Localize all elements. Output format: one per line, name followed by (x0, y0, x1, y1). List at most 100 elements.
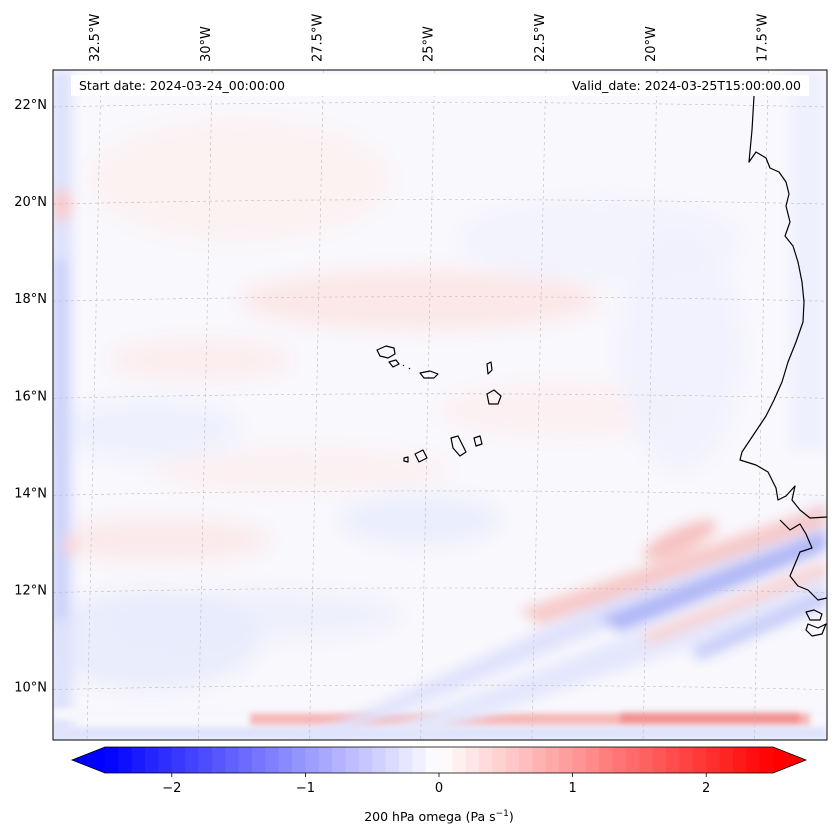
colorbar-swatch (706, 747, 720, 773)
meridian-line (420, 70, 435, 740)
colorbar-swatch (465, 747, 480, 773)
colorbar-tick-label: −1 (296, 781, 315, 796)
colorbar-swatch (332, 747, 346, 773)
parallel-line (53, 296, 827, 302)
latitude-label: 16°N (14, 389, 47, 404)
colorbar-swatch (639, 747, 654, 773)
colorbar-label-exponent: −1 (496, 809, 509, 819)
colorbar-swatch (492, 747, 507, 773)
colorbar-swatch (372, 747, 386, 773)
colorbar-tick-label: 2 (702, 781, 710, 796)
colorbar-swatch (225, 747, 239, 773)
meridian-line (86, 70, 102, 740)
omega-field (53, 70, 827, 740)
colorbar-swatch (171, 747, 186, 773)
coastline-cape-verde-fogo (414, 449, 428, 463)
colorbar-swatch (545, 747, 560, 773)
colorbar-swatch (439, 747, 453, 773)
colorbar: −2 −1 0 1 2 200 hPa omega (Pa s−1) (70, 746, 808, 824)
meridian-line (531, 70, 547, 740)
colorbar-swatch (585, 747, 600, 773)
coastline-cape-verde-north (376, 345, 396, 359)
colorbar-swatches (105, 747, 774, 773)
map-frame (52, 69, 828, 741)
colorbar-swatch (612, 747, 627, 773)
coastline-cape-verde-maio (473, 435, 483, 447)
coastline-west-africa (739, 95, 828, 519)
colorbar-swatch (505, 747, 520, 773)
colorbar-extend-max (773, 747, 806, 773)
parallel-line (53, 490, 827, 496)
longitude-label: 20°W (644, 26, 659, 62)
colorbar-swatch (211, 747, 226, 773)
colorbar-swatch (238, 747, 253, 773)
meridian-line (197, 70, 213, 740)
longitude-label: 17.5°W (755, 14, 770, 62)
colorbar-tick-label: −2 (162, 781, 181, 796)
parallel-line (53, 199, 827, 205)
colorbar-swatch (385, 747, 400, 773)
parallel-line (53, 684, 827, 690)
colorbar-swatch (626, 747, 640, 773)
colorbar-swatch (185, 747, 199, 773)
colorbar-outline (70, 746, 808, 774)
omega-bottom-boundary (53, 708, 827, 740)
map-panel: Start date: 2024-03-24_00:00:00 Valid_da… (14, 14, 828, 741)
colorbar-swatch (599, 747, 614, 773)
coastline-bijagos (805, 609, 823, 621)
colorbar-swatch (692, 747, 707, 773)
colorbar-ticks: −2 −1 0 1 2 (162, 773, 710, 796)
latitude-label: 14°N (14, 486, 47, 501)
colorbar-swatch (345, 747, 360, 773)
longitude-labels: 32.5°W 30°W 27.5°W 25°W 22.5°W 20°W 17.5°W (88, 14, 770, 62)
latitude-label: 18°N (14, 292, 47, 307)
colorbar-swatch (305, 747, 320, 773)
colorbar-swatch (519, 747, 533, 773)
meridian-line (642, 70, 658, 740)
omega-left-boundary (53, 70, 77, 740)
longitude-label: 32.5°W (88, 14, 103, 62)
colorbar-swatch (292, 747, 306, 773)
colorbar-label-close: ) (509, 809, 514, 824)
colorbar-swatch (746, 747, 761, 773)
longitude-label: 22.5°W (533, 14, 548, 62)
parallel-line (53, 102, 827, 108)
omega-background-anomalies (53, 120, 740, 690)
colorbar-swatch (198, 747, 213, 773)
colorbar-swatch (251, 747, 266, 773)
colorbar-swatch (732, 747, 747, 773)
meridian-line (753, 70, 769, 740)
coastline-cape-verde-santa-luzia (388, 359, 400, 368)
valid-date-text: Valid_date: 2024-03-25T15:00:00.00 (572, 78, 801, 93)
colorbar-swatch (452, 747, 467, 773)
colorbar-tick-label: 1 (568, 781, 576, 796)
meridian-line (309, 70, 324, 740)
colorbar-swatch (666, 747, 680, 773)
colorbar-swatch (759, 747, 774, 773)
latitude-label: 10°N (14, 681, 47, 696)
longitude-label: 25°W (422, 26, 437, 62)
coastline-cape-verde-sal (486, 361, 493, 375)
colorbar-swatch (118, 747, 133, 773)
colorbar-swatch (105, 747, 119, 773)
colorbar-label: 200 hPa omega (Pa s−1) (364, 809, 514, 824)
colorbar-extend-min (72, 747, 105, 773)
longitude-label: 30°W (199, 26, 214, 62)
coastline-cape-verde-brava (403, 456, 409, 463)
colorbar-swatch (719, 747, 734, 773)
colorbar-swatch (145, 747, 159, 773)
parallel-line (53, 393, 827, 399)
colorbar-swatch (425, 747, 440, 773)
parallel-line (53, 587, 827, 593)
colorbar-swatch (679, 747, 694, 773)
colorbar-swatch (532, 747, 547, 773)
start-date-text: Start date: 2024-03-24_00:00:00 (79, 78, 285, 93)
colorbar-swatch (479, 747, 493, 773)
latitude-label: 12°N (14, 583, 47, 598)
latitude-label: 22°N (14, 98, 47, 113)
colorbar-swatch (358, 747, 373, 773)
colorbar-swatch (398, 747, 413, 773)
coastline (376, 95, 828, 637)
colorbar-swatch (572, 747, 587, 773)
